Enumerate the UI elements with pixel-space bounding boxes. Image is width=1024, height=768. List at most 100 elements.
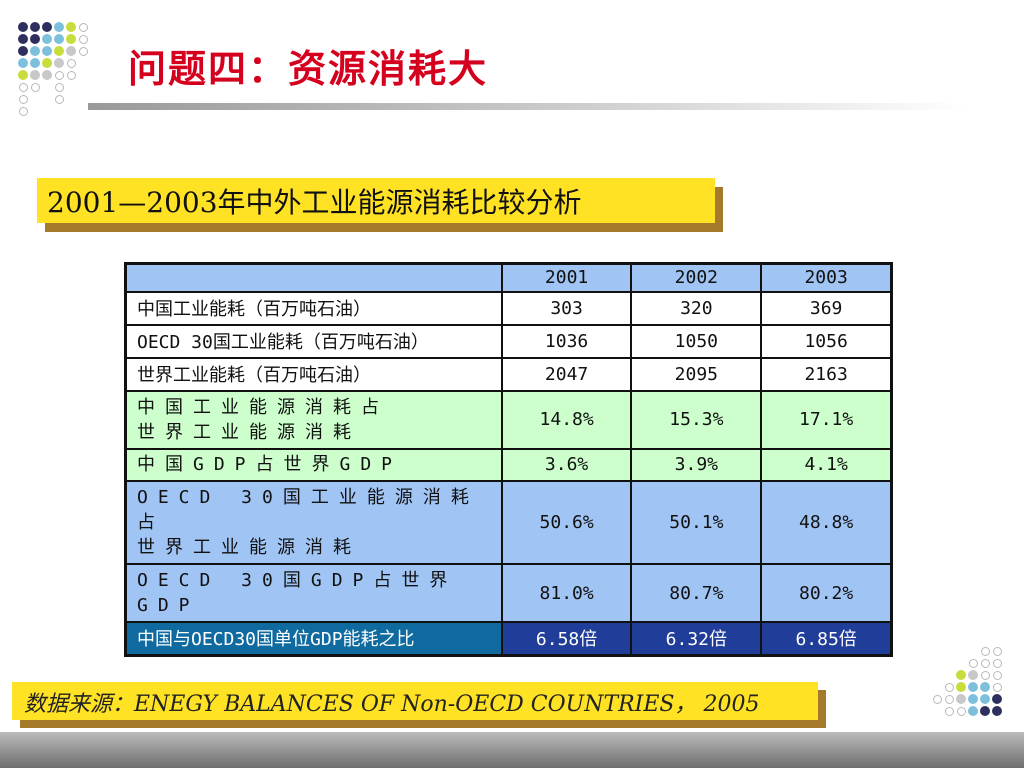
decorative-dot [54,82,64,92]
cell-value: 50.6% [500,479,633,566]
row-label: 中国工业能耗（百万吨石油） [124,290,503,326]
cell-value: 50.1% [630,479,763,566]
table-header-row: 2001 2002 2003 [124,262,893,293]
cell-value: 81.0% [500,563,633,623]
table-row: OECD 30国GDP占世界GDP 81.0% 80.7% 80.2% [124,563,893,623]
decorative-dot-grid-bottom-right [932,646,1002,716]
cell-value: 1050 [630,323,763,359]
cell-value: 303 [500,290,633,326]
decorative-dot [54,22,64,32]
decorative-dot [78,34,88,44]
table-row: 世界工业能耗（百万吨石油） 2047 2095 2163 [124,356,893,392]
row-label: OECD 30国GDP占世界GDP [124,563,503,623]
title-underline [88,103,968,110]
decorative-dot [968,670,978,680]
row-label-line-1: 中国工业能源消耗占 [137,396,389,418]
table-row: OECD 30国工业能耗（百万吨石油） 1036 1050 1056 [124,323,893,359]
decorative-dot [968,658,978,668]
decorative-dot [944,694,954,704]
decorative-dot-grid-top-left [18,22,88,116]
decorative-dot [42,70,52,80]
cell-value: 80.2% [760,563,893,623]
cell-value: 320 [630,290,763,326]
decorative-dot [944,706,954,716]
header-cell-2001: 2001 [500,262,633,293]
decorative-dot [980,694,990,704]
source-box: 数据来源：ENEGY BALANCES OF Non-OECD COUNTRIE… [12,682,818,720]
cell-value: 3.9% [630,447,763,482]
cell-value: 2095 [630,356,763,392]
decorative-dot [980,706,990,716]
decorative-dot [30,34,40,44]
decorative-dot [66,22,76,32]
page-title: 问题四：资源消耗大 [128,47,489,91]
cell-value: 17.1% [760,389,893,450]
table-row: 中国工业能耗（百万吨石油） 303 320 369 [124,290,893,326]
decorative-dot [66,58,76,68]
decorative-dot [968,694,978,704]
cell-value: 14.8% [500,389,633,450]
table-row: OECD 30国工业能源消耗占世界工业能源消耗 50.6% 50.1% 48.8… [124,479,893,566]
decorative-dot [30,70,40,80]
table-row: 中国GDP占世界GDP 3.6% 3.9% 4.1% [124,447,893,482]
table-row-highlight: 中国与OECD30国单位GDP能耗之比 6.58倍 6.32倍 6.85倍 [124,620,893,657]
cell-value: 6.58倍 [500,620,633,657]
decorative-dot [980,682,990,692]
decorative-dot [980,658,990,668]
cell-value: 48.8% [760,479,893,566]
header-cell-2003: 2003 [760,262,893,293]
decorative-dot [18,94,28,104]
cell-value: 80.7% [630,563,763,623]
decorative-dot [956,682,966,692]
cell-value: 2047 [500,356,633,392]
cell-value: 15.3% [630,389,763,450]
subtitle: 2001—2003年中外工业能源消耗比较分析 [47,186,582,219]
decorative-dot [42,46,52,56]
decorative-dot [992,670,1002,680]
decorative-dot [18,34,28,44]
decorative-dot [54,58,64,68]
row-label: OECD 30国工业能耗（百万吨石油） [124,323,503,359]
row-label-line-1: OECD 30国工业能源消耗占 [137,486,479,533]
decorative-dot [992,706,1002,716]
cell-value: 369 [760,290,893,326]
table-row: 中国工业能源消耗占 世界工业能源消耗 14.8% 15.3% 17.1% [124,389,893,450]
decorative-dot [54,34,64,44]
decorative-dot [54,94,64,104]
decorative-dot [42,22,52,32]
cell-value: 6.85倍 [760,620,893,657]
decorative-dot [66,34,76,44]
cell-value: 1036 [500,323,633,359]
decorative-dot [54,46,64,56]
decorative-dot [30,58,40,68]
decorative-dot [18,106,28,116]
decorative-dot [78,22,88,32]
row-label: 中国工业能源消耗占 世界工业能源消耗 [124,389,503,450]
decorative-dot [66,46,76,56]
decorative-dot [42,34,52,44]
row-label: 中国GDP占世界GDP [124,447,503,482]
decorative-dot [956,694,966,704]
decorative-dot [968,706,978,716]
decorative-dot [992,658,1002,668]
decorative-dot [992,694,1002,704]
decorative-dot [42,58,52,68]
decorative-dot [30,82,40,92]
decorative-dot [30,22,40,32]
subtitle-box: 2001—2003年中外工业能源消耗比较分析 [37,178,715,223]
decorative-dot [932,694,942,704]
decorative-dot [66,70,76,80]
decorative-dot [980,670,990,680]
source-note: 数据来源：ENEGY BALANCES OF Non-OECD COUNTRIE… [24,692,760,717]
decorative-dot [78,46,88,56]
decorative-dot [968,682,978,692]
decorative-dot [956,706,966,716]
row-label: 世界工业能耗（百万吨石油） [124,356,503,392]
row-label: OECD 30国工业能源消耗占世界工业能源消耗 [124,479,503,566]
cell-value: 3.6% [500,447,633,482]
decorative-dot [980,646,990,656]
row-label-line-2: 世界工业能源消耗 [137,536,361,558]
decorative-dot [992,682,1002,692]
decorative-dot [992,646,1002,656]
decorative-dot [54,70,64,80]
